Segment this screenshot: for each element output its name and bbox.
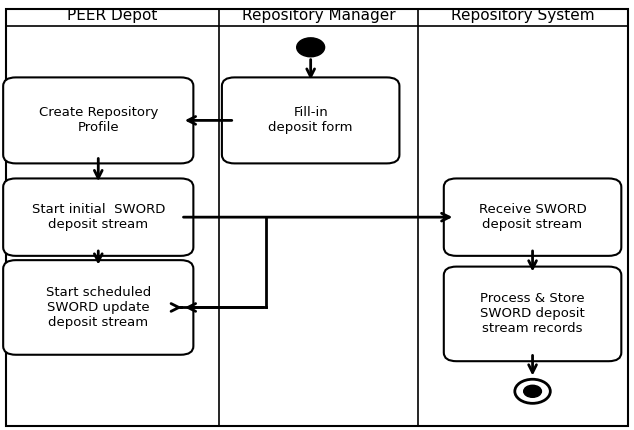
Text: Create Repository
Profile: Create Repository Profile xyxy=(39,106,158,135)
FancyBboxPatch shape xyxy=(222,77,399,163)
Text: PEER Depot: PEER Depot xyxy=(67,8,158,22)
Text: Fill-in
deposit form: Fill-in deposit form xyxy=(268,106,353,135)
Circle shape xyxy=(524,385,541,397)
FancyBboxPatch shape xyxy=(3,178,193,256)
Text: Repository System: Repository System xyxy=(451,8,595,22)
Text: Process & Store
SWORD deposit
stream records: Process & Store SWORD deposit stream rec… xyxy=(480,292,585,335)
FancyBboxPatch shape xyxy=(3,77,193,163)
Text: Receive SWORD
deposit stream: Receive SWORD deposit stream xyxy=(479,203,586,231)
Circle shape xyxy=(297,38,325,57)
FancyBboxPatch shape xyxy=(3,260,193,355)
Text: Start initial  SWORD
deposit stream: Start initial SWORD deposit stream xyxy=(32,203,165,231)
FancyBboxPatch shape xyxy=(444,178,621,256)
Text: Repository Manager: Repository Manager xyxy=(242,8,396,22)
FancyBboxPatch shape xyxy=(444,267,621,361)
Text: Start scheduled
SWORD update
deposit stream: Start scheduled SWORD update deposit str… xyxy=(46,286,151,329)
